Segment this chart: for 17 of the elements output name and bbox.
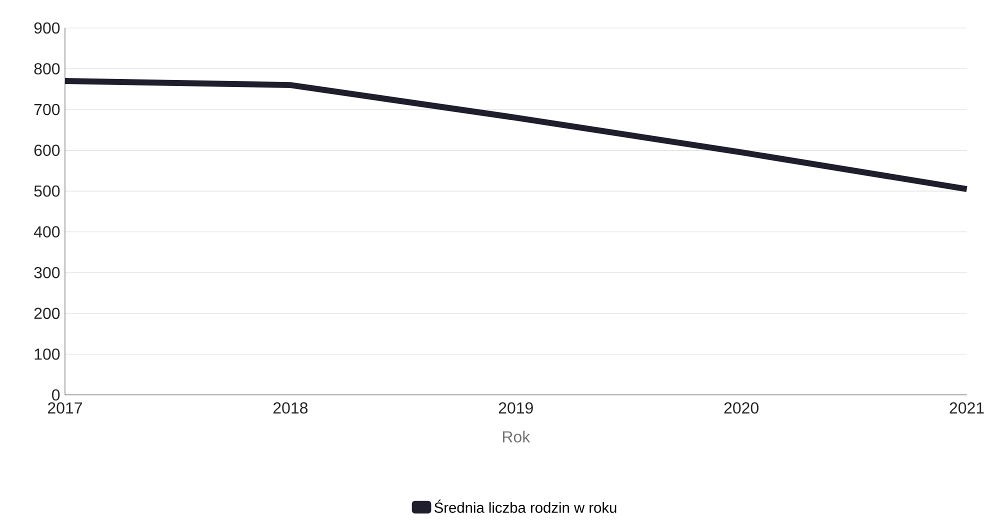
y-tick-label: 300 (34, 267, 60, 278)
y-tick-label: 700 (34, 104, 60, 116)
x-axis-title: Rok (502, 430, 530, 443)
x-tick-label: 2020 (724, 402, 758, 414)
y-tick-label: 0 (52, 389, 60, 401)
legend-label: Średnia liczba rodzin w roku (434, 500, 616, 513)
y-tick-label: 800 (34, 63, 60, 74)
x-tick-label: 2021 (950, 402, 984, 414)
y-tick-label: 200 (34, 308, 60, 320)
x-tick-label: 2018 (273, 402, 308, 414)
y-tick-label: 900 (34, 22, 60, 34)
x-tick-label: 2019 (498, 402, 533, 414)
y-tick-label: 500 (34, 185, 60, 197)
y-tick-label: 600 (34, 144, 60, 156)
y-tick-label: 100 (34, 348, 60, 360)
y-tick-label: 400 (34, 226, 60, 238)
x-tick-label: 2017 (48, 402, 82, 414)
